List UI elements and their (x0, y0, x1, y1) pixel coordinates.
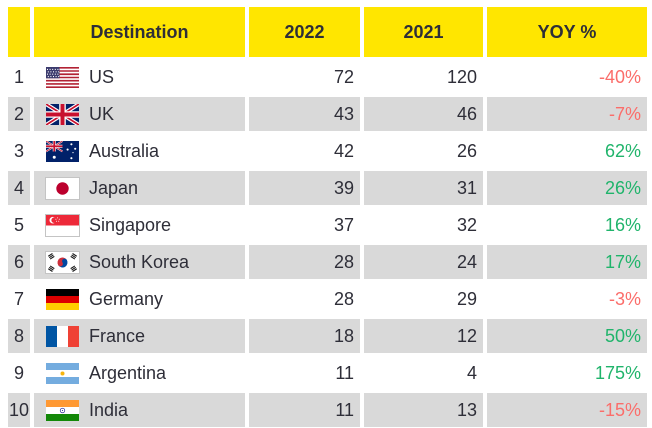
yoy-value-cell: -40% (487, 60, 647, 94)
value-2022-cell: 42 (249, 134, 360, 168)
singapore-flag-icon (46, 214, 79, 236)
destination-cell: Australia (34, 134, 245, 168)
yoy-value-cell: -7% (487, 97, 647, 131)
value-2021-cell: 32 (364, 208, 483, 242)
destinations-table: Destination 2022 2021 YOY % 1 US 72 120 … (8, 7, 647, 427)
destination-cell: US (34, 60, 245, 94)
value-2022-cell: 18 (249, 319, 360, 353)
yoy-value-cell: -15% (487, 393, 647, 427)
value-2022-cell: 11 (249, 393, 360, 427)
value-2021-cell: 31 (364, 171, 483, 205)
country-name: US (89, 67, 115, 87)
destination-cell: Germany (34, 282, 245, 316)
yoy-value-cell: 50% (487, 319, 647, 353)
destination-column-header: Destination (34, 7, 245, 57)
2022-column-header: 2022 (249, 7, 360, 57)
value-2022-cell: 37 (249, 208, 360, 242)
value-2021-cell: 120 (364, 60, 483, 94)
2021-column-header: 2021 (364, 7, 483, 57)
france-flag-icon (46, 325, 79, 347)
country-name: Australia (89, 141, 160, 161)
destination-cell: UK (34, 97, 245, 131)
destination-cell: Argentina (34, 356, 245, 390)
rank-cell: 4 (8, 171, 30, 205)
destination-cell: Japan (34, 171, 245, 205)
value-2022-cell: 72 (249, 60, 360, 94)
value-2021-cell: 12 (364, 319, 483, 353)
yoy-column-header: YOY % (487, 7, 647, 57)
value-2022-cell: 11 (249, 356, 360, 390)
rank-cell: 7 (8, 282, 30, 316)
country-name: France (89, 326, 146, 346)
south-korea-flag-icon (46, 251, 79, 273)
yoy-value-cell: 26% (487, 171, 647, 205)
yoy-value-cell: 16% (487, 208, 647, 242)
value-2022-cell: 28 (249, 245, 360, 279)
destination-cell: South Korea (34, 245, 245, 279)
country-name: Singapore (89, 215, 172, 235)
country-name: Argentina (89, 363, 167, 383)
rank-cell: 10 (8, 393, 30, 427)
value-2021-cell: 46 (364, 97, 483, 131)
value-2021-cell: 4 (364, 356, 483, 390)
germany-flag-icon (46, 288, 79, 310)
yoy-value-cell: -3% (487, 282, 647, 316)
country-name: UK (89, 104, 115, 124)
value-2022-cell: 43 (249, 97, 360, 131)
value-2021-cell: 26 (364, 134, 483, 168)
rank-cell: 8 (8, 319, 30, 353)
rank-cell: 3 (8, 134, 30, 168)
value-2021-cell: 24 (364, 245, 483, 279)
rank-cell: 5 (8, 208, 30, 242)
australia-flag-icon (46, 140, 79, 162)
country-name: India (89, 400, 129, 420)
destination-cell: Singapore (34, 208, 245, 242)
rank-column-header (8, 7, 30, 57)
uk-flag-icon (46, 103, 79, 125)
country-name: South Korea (89, 252, 190, 272)
rank-cell: 6 (8, 245, 30, 279)
value-2021-cell: 29 (364, 282, 483, 316)
value-2022-cell: 39 (249, 171, 360, 205)
india-flag-icon (46, 399, 79, 421)
rank-cell: 1 (8, 60, 30, 94)
rank-cell: 9 (8, 356, 30, 390)
country-name: Japan (89, 178, 139, 198)
rank-cell: 2 (8, 97, 30, 131)
value-2021-cell: 13 (364, 393, 483, 427)
country-name: Germany (89, 289, 164, 309)
value-2022-cell: 28 (249, 282, 360, 316)
yoy-value-cell: 62% (487, 134, 647, 168)
destination-cell: India (34, 393, 245, 427)
argentina-flag-icon (46, 362, 79, 384)
yoy-value-cell: 17% (487, 245, 647, 279)
yoy-value-cell: 175% (487, 356, 647, 390)
destination-cell: France (34, 319, 245, 353)
japan-flag-icon (46, 177, 79, 199)
us-flag-icon (46, 66, 79, 88)
